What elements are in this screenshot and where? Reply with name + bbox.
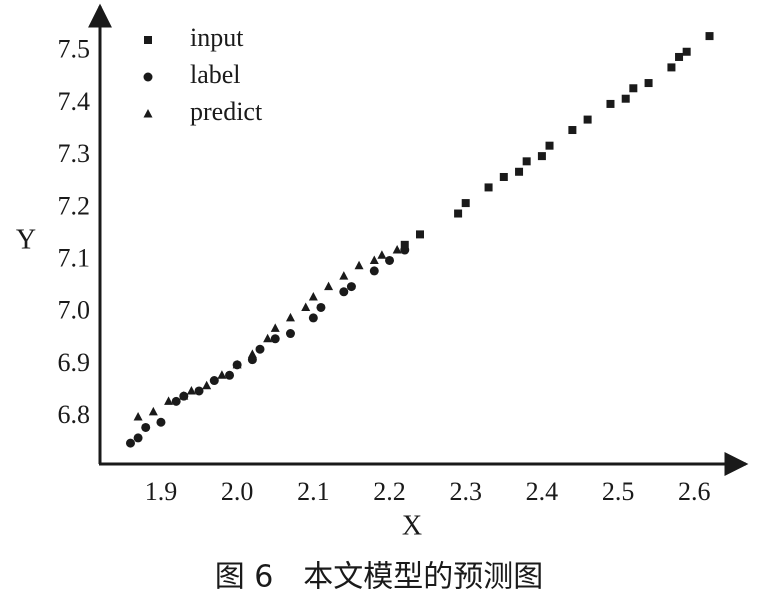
x-tick-label: 2.0: [221, 477, 254, 506]
marker-square: [461, 199, 470, 208]
y-tick-label: 7.2: [58, 191, 91, 220]
x-tick-label: 2.5: [602, 477, 635, 506]
marker-triangle: [377, 250, 387, 259]
y-tick-label: 7.0: [58, 296, 91, 325]
marker-square: [644, 79, 653, 88]
marker-circle: [225, 370, 235, 380]
x-tick-label: 2.1: [297, 477, 330, 506]
marker-square: [583, 115, 592, 124]
marker-triangle: [232, 359, 242, 369]
legend-label: input: [190, 23, 244, 52]
y-tick-label: 7.5: [58, 35, 91, 64]
marker-square: [416, 230, 424, 239]
marker-circle: [125, 438, 135, 448]
marker-triangle: [324, 281, 334, 291]
marker-triangle: [392, 245, 402, 254]
marker-triangle: [339, 271, 349, 280]
marker-circle: [143, 72, 153, 82]
marker-triangle: [247, 349, 257, 358]
marker-circle: [369, 266, 379, 276]
marker-triangle: [164, 396, 174, 405]
marker-square: [537, 152, 546, 161]
marker-circle: [255, 344, 265, 354]
marker-square: [682, 47, 691, 56]
legend-label: label: [190, 60, 241, 89]
x-tick-label: 2.3: [449, 477, 482, 506]
marker-circle: [308, 313, 318, 323]
marker-circle: [141, 422, 151, 432]
marker-triangle: [270, 323, 280, 332]
marker-square: [484, 183, 493, 192]
x-axis-label: X: [402, 510, 422, 541]
marker-triangle: [202, 380, 212, 390]
y-tick-label: 7.4: [58, 87, 91, 116]
marker-square: [675, 52, 684, 61]
marker-square: [621, 94, 630, 103]
marker-circle: [270, 334, 280, 344]
marker-triangle: [369, 255, 379, 264]
marker-triangle: [143, 109, 153, 118]
y-tick-label: 6.8: [58, 400, 91, 429]
marker-circle: [171, 396, 181, 406]
marker-square: [545, 141, 554, 150]
marker-circle: [194, 386, 204, 396]
legend-label: predict: [190, 97, 263, 126]
x-tick-label: 2.2: [373, 477, 406, 506]
marker-triangle: [133, 412, 143, 421]
marker-square: [629, 84, 638, 93]
marker-triangle: [148, 406, 158, 416]
marker-square: [667, 63, 676, 72]
marker-triangle: [179, 391, 189, 400]
marker-square: [568, 126, 577, 135]
y-tick-label: 7.1: [58, 243, 91, 272]
marker-square: [499, 172, 508, 181]
marker-square: [400, 240, 409, 249]
marker-circle: [346, 282, 356, 292]
marker-square: [705, 32, 714, 41]
marker-triangle: [354, 260, 364, 270]
marker-square: [454, 209, 463, 218]
marker-circle: [285, 329, 295, 339]
y-tick-label: 7.3: [58, 139, 91, 168]
x-tick-label: 2.4: [526, 477, 559, 506]
marker-circle: [400, 245, 410, 255]
marker-square: [515, 167, 524, 176]
y-axis-label: Y: [16, 224, 36, 255]
marker-triangle: [263, 333, 273, 343]
marker-circle: [385, 255, 395, 265]
marker-triangle: [186, 385, 196, 395]
marker-square: [522, 157, 531, 166]
marker-circle: [133, 433, 143, 443]
marker-circle: [156, 417, 166, 427]
marker-triangle: [217, 370, 227, 379]
marker-square: [144, 36, 152, 44]
marker-square: [606, 99, 615, 108]
x-tick-label: 2.6: [678, 477, 711, 506]
caption: 图 6 本文模型的预测图: [215, 560, 544, 595]
marker-circle: [316, 302, 326, 312]
marker-triangle: [301, 302, 311, 311]
marker-triangle: [308, 292, 318, 301]
x-tick-label: 1.9: [145, 477, 178, 506]
marker-circle: [339, 287, 349, 297]
marker-triangle: [285, 312, 295, 322]
marker-circle: [209, 376, 219, 386]
y-tick-label: 6.9: [58, 348, 91, 377]
